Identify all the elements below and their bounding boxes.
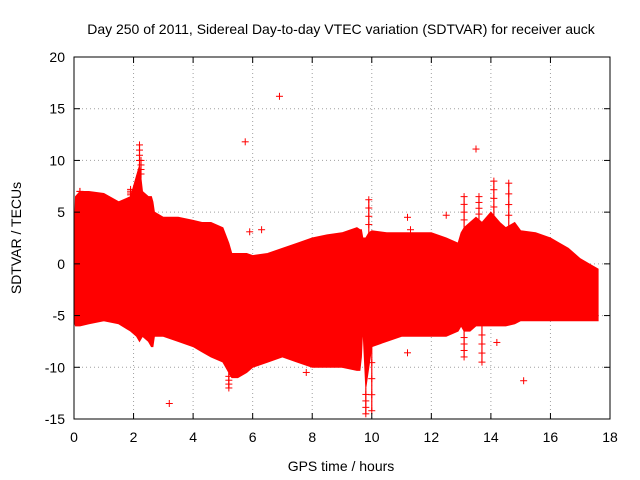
outlier-point <box>246 228 254 236</box>
x-tick-label: 18 <box>602 429 618 445</box>
x-tick-label: 12 <box>424 429 440 445</box>
y-tick-label: -10 <box>45 359 65 375</box>
spike-marker <box>368 359 376 367</box>
outlier-point <box>302 368 310 376</box>
spike-marker <box>460 353 468 361</box>
y-tick-label: 10 <box>49 152 65 168</box>
outlier-point <box>258 226 266 234</box>
outlier-point <box>404 349 412 357</box>
spike-marker <box>460 346 468 354</box>
y-tick-label: 0 <box>57 256 65 272</box>
spike-marker <box>368 391 376 399</box>
chart-title: Day 250 of 2011, Sidereal Day-to-day VTE… <box>87 21 596 37</box>
spike-marker <box>478 340 486 348</box>
x-tick-label: 8 <box>308 429 316 445</box>
spike-marker <box>478 358 486 366</box>
spike-marker <box>490 186 498 194</box>
spike-marker <box>368 375 376 383</box>
y-tick-label: 20 <box>49 49 65 65</box>
y-tick-label: 5 <box>57 204 65 220</box>
spike-marker <box>478 331 486 339</box>
spike-marker <box>460 340 468 348</box>
outlier-point <box>241 138 249 146</box>
spike-marker <box>225 384 233 392</box>
spike-marker <box>362 390 370 398</box>
outlier-point <box>493 338 501 346</box>
y-tick-label: 15 <box>49 101 65 117</box>
spike-marker <box>505 211 513 219</box>
x-tick-label: 10 <box>364 429 380 445</box>
x-tick-label: 14 <box>483 429 499 445</box>
spike-marker <box>365 196 373 204</box>
data-layer <box>73 92 599 418</box>
x-tick-label: 6 <box>249 429 257 445</box>
spike-marker <box>362 397 370 405</box>
y-axis-label: SDTVAR / TECUs <box>8 182 24 294</box>
spike-marker <box>365 221 373 229</box>
data-band <box>73 165 599 389</box>
spike-marker <box>76 187 84 195</box>
y-tick-label: -5 <box>53 308 66 324</box>
outlier-point <box>165 399 173 407</box>
outlier-point <box>406 226 414 234</box>
spike-marker <box>127 185 135 193</box>
spike-marker <box>505 179 513 187</box>
outlier-point <box>404 213 412 221</box>
x-tick-label: 0 <box>70 429 78 445</box>
ticks: 0 2 4 6 8 10 12 14 16 18 -15 -10 -5 0 5 10 15 20 <box>45 49 618 445</box>
spike-marker <box>460 334 468 342</box>
outlier-point <box>472 145 480 153</box>
outlier-point <box>442 211 450 219</box>
x-tick-label: 4 <box>189 429 197 445</box>
y-tick-label: -15 <box>45 411 65 427</box>
spike-marker <box>490 194 498 202</box>
x-tick-label: 2 <box>130 429 138 445</box>
spike-marker <box>362 410 370 418</box>
spike-marker <box>362 403 370 411</box>
spike-marker <box>137 156 145 164</box>
spike-marker <box>460 208 468 216</box>
spike-marker <box>478 349 486 357</box>
plot-frame <box>73 56 611 420</box>
spike-marker <box>460 193 468 201</box>
outlier-point <box>275 92 283 100</box>
spike-marker <box>136 141 144 149</box>
spike-marker <box>505 190 513 198</box>
spike-marker <box>365 204 373 212</box>
spike-marker <box>460 200 468 208</box>
spike-marker <box>475 193 483 201</box>
spike-marker <box>490 177 498 185</box>
spike-marker <box>460 216 468 224</box>
x-tick-label: 16 <box>543 429 559 445</box>
spike-marker <box>365 212 373 220</box>
x-axis-label: GPS time / hours <box>288 458 395 474</box>
spike-marker <box>505 201 513 209</box>
outlier-point <box>520 377 528 385</box>
spike-marker <box>490 203 498 211</box>
